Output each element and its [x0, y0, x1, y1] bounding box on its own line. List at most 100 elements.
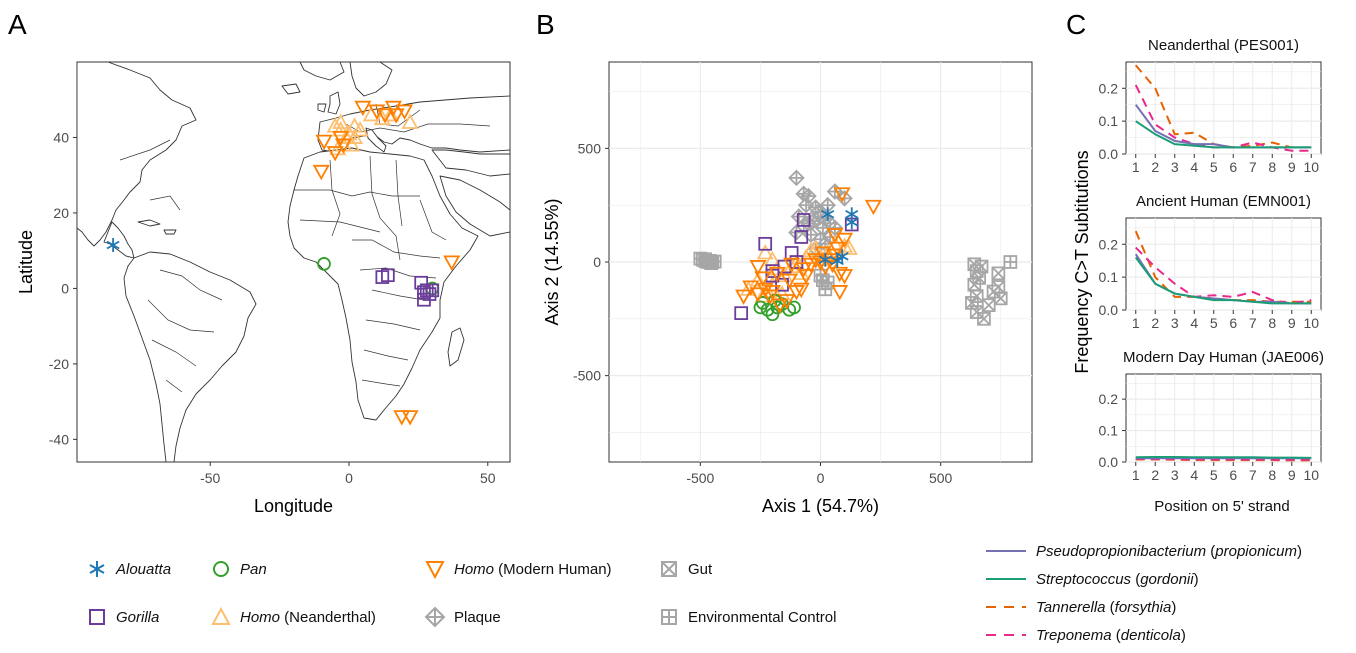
- legend-neanderthal-suffix: (Neanderthal): [280, 608, 376, 626]
- map-point: [326, 146, 344, 162]
- map-points: [106, 100, 461, 426]
- map-point: [315, 134, 333, 151]
- damage-x-tick: 9: [1288, 159, 1296, 175]
- pca-x-tick: 500: [929, 470, 953, 486]
- legend-gut: Gut: [658, 558, 712, 580]
- map-point: [395, 104, 414, 120]
- pca-point: [820, 275, 835, 290]
- circle-icon: [213, 561, 229, 577]
- pca-point: [756, 244, 774, 260]
- pca-point: [969, 289, 984, 303]
- legend-alouatta: Alouatta: [86, 558, 171, 580]
- map-point: [401, 410, 419, 426]
- pca-point: [991, 280, 1006, 294]
- pca-panel: -500 0 500 500 0 -500 Axis 1 (54.7%) Axis 2 (14…: [542, 61, 1033, 516]
- damage-plot-title: Ancient Human (EMN001): [1136, 193, 1311, 210]
- map-y-tick: 0: [61, 280, 69, 296]
- map-point: [384, 100, 402, 117]
- damage-y-tick: 0.2: [1099, 80, 1119, 96]
- damage-x-tick: 10: [1303, 159, 1319, 175]
- pca-point: [831, 266, 849, 283]
- map-point: [312, 164, 330, 181]
- map-x-tick: 0: [345, 470, 353, 486]
- pca-point: [864, 199, 882, 216]
- pca-point: [826, 183, 844, 200]
- map-point: [106, 238, 120, 253]
- pca-point: [760, 302, 775, 317]
- damage-x-tick: 10: [1303, 315, 1319, 331]
- pca-point: [771, 298, 789, 315]
- pca-point: [749, 260, 767, 276]
- pca-point: [704, 256, 718, 270]
- damage-x-tick: 4: [1190, 467, 1198, 483]
- map-point: [381, 268, 395, 283]
- damage-series-line: [1135, 455, 1312, 459]
- pca-point: [787, 300, 801, 315]
- damage-x-tick: 1: [1132, 467, 1140, 483]
- map-y-tick: 20: [53, 205, 69, 221]
- legend-modern-suffix: (Modern Human): [494, 560, 612, 578]
- pca-x-tick: -500: [686, 470, 714, 486]
- pca-y-tick: -500: [573, 368, 601, 384]
- map-y-tick: 40: [53, 129, 69, 145]
- damage-x-tick: 9: [1288, 467, 1296, 483]
- damage-x-tick: 2: [1151, 467, 1159, 483]
- damage-x-tick: 5: [1210, 315, 1218, 331]
- damage-y-tick: 0.2: [1099, 236, 1119, 252]
- pca-point: [756, 282, 774, 299]
- legend-neanderthal-genus: Homo: [240, 608, 281, 626]
- pca-point: [800, 215, 817, 232]
- pca-point: [821, 207, 835, 222]
- pca-point: [836, 232, 854, 249]
- boxed-plus-icon: [661, 609, 677, 625]
- diamond-plus-icon: [424, 606, 446, 628]
- damage-x-tick: 6: [1229, 467, 1237, 483]
- panel-letter-b: B: [536, 9, 555, 40]
- map-point: [332, 130, 350, 147]
- legend-gut-label: Gut: [688, 560, 713, 578]
- pca-point: [796, 213, 811, 227]
- damage-y-tick: 0.1: [1099, 113, 1119, 129]
- damage-x-tick: 2: [1151, 315, 1159, 331]
- legend-plaque-label: Plaque: [454, 608, 501, 626]
- legend-modern: Homo (Modern Human): [424, 558, 612, 580]
- map-point: [317, 257, 331, 271]
- map-point: [332, 113, 350, 129]
- map-x-tick: 50: [480, 470, 496, 486]
- damage-x-tick: 6: [1229, 159, 1237, 175]
- triangle-up-icon: [211, 606, 231, 625]
- map-point: [425, 283, 440, 298]
- line-legend-label: Pseudopropionibacterium (propionicum): [1036, 542, 1302, 560]
- pca-point: [828, 241, 846, 258]
- pca-point: [833, 187, 851, 203]
- pca-point: [974, 259, 989, 274]
- pca-x-label: Axis 1 (54.7%): [762, 496, 879, 516]
- figure-canvas: A B C: [8, 9, 1324, 516]
- square-icon: [89, 609, 105, 625]
- pca-y-tick: 500: [578, 140, 602, 156]
- line-swatch-icon: [986, 606, 1026, 608]
- triangle-down-icon: [425, 561, 445, 580]
- legend-env-label: Environmental Control: [688, 608, 837, 626]
- damage-series-line: [1134, 256, 1312, 305]
- legend-pan: Pan: [210, 558, 267, 580]
- panel-letter-c: C: [1066, 9, 1086, 40]
- sample-legend: Alouatta Gorilla Pan Homo (Neanderthal) …: [80, 548, 940, 648]
- damage-panels: Neanderthal (PES001)0.20.10.01 2 3 4 5 6 7 8 9 10…: [1072, 37, 1324, 515]
- pca-point: [735, 289, 753, 305]
- pca-point: [768, 266, 786, 283]
- pca-point: [788, 224, 805, 241]
- legend-modern-genus: Homo: [454, 560, 495, 578]
- line-legend-label: Streptococcus (gordonii): [1036, 570, 1199, 588]
- pca-point: [845, 215, 859, 230]
- damage-x-tick: 1: [1132, 159, 1140, 175]
- boxed-x-icon: [661, 561, 677, 577]
- legend-plaque: Plaque: [424, 606, 501, 628]
- pca-point: [780, 273, 798, 290]
- damage-x-tick: 6: [1229, 315, 1237, 331]
- pca-point: [788, 169, 805, 187]
- pca-point: [794, 230, 809, 244]
- legend-pan-label: Pan: [240, 560, 267, 578]
- legend-env: Environmental Control: [658, 606, 836, 628]
- damage-x-tick: 3: [1171, 159, 1179, 175]
